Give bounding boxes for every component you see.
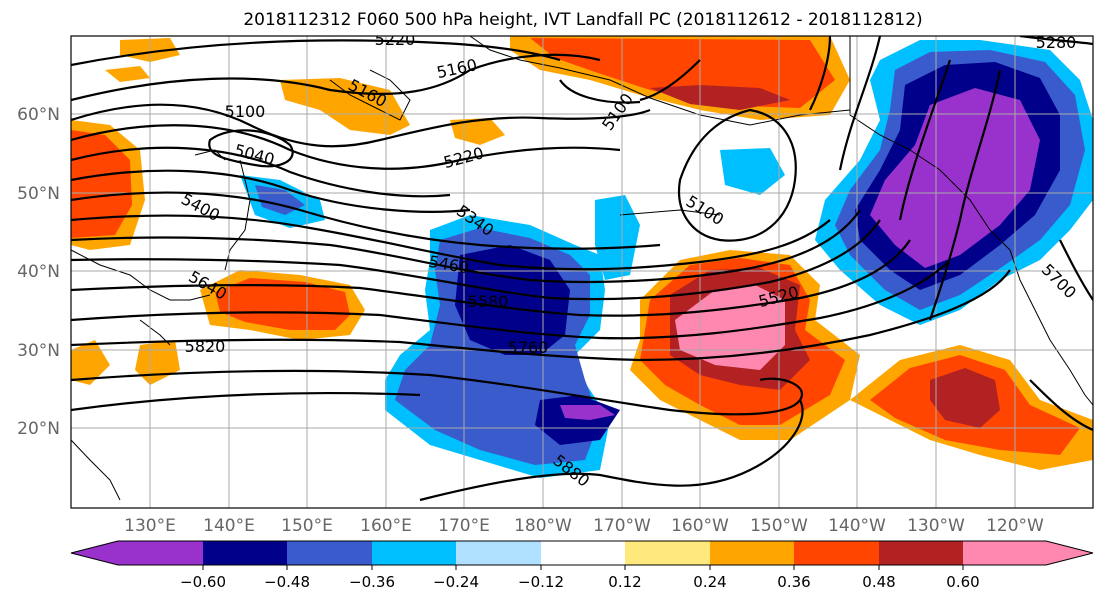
colorbar-segment [71, 541, 118, 565]
colorbar-tick-label: 0.36 [777, 573, 810, 591]
lon-label: 160°E [360, 516, 412, 536]
height-contours [71, 36, 1093, 502]
colorbar-segment [287, 541, 372, 565]
colorbar-segment [1046, 541, 1093, 565]
longitude-labels: 130°E 140°E 150°E 160°E 170°E 180°W 170°… [124, 516, 1044, 536]
lon-label: 150°W [750, 516, 808, 536]
colorbar-ticks [202, 565, 964, 570]
map-frame [70, 35, 1094, 509]
contour-label: 5580 [468, 292, 509, 311]
colorbar-tick-label: −0.24 [433, 573, 479, 591]
colorbar-segment [203, 541, 287, 565]
lon-label: 150°E [281, 516, 333, 536]
colorbar-tick-label: 0.48 [862, 573, 895, 591]
colorbar-outline [70, 540, 1094, 566]
contour-label: 5760 [508, 338, 549, 357]
gridlines [71, 36, 1093, 508]
lat-label: 60°N [17, 105, 60, 125]
latitude-labels: 60°N 50°N 40°N 30°N 20°N [17, 105, 60, 439]
colorbar-tick-label: −0.48 [264, 573, 310, 591]
lon-label: 170°E [438, 516, 490, 536]
colorbar-segment [710, 541, 794, 565]
lon-label: 160°W [671, 516, 729, 536]
lat-label: 40°N [17, 262, 60, 282]
colorbar-segment [541, 541, 625, 565]
lon-label: 130°W [907, 516, 965, 536]
colorbar-tick-label: −0.12 [518, 573, 564, 591]
colorbar: −0.60 −0.48 −0.36 −0.24 −0.12 0.12 0.24 … [70, 540, 1094, 591]
colorbar-segment [456, 541, 541, 565]
lon-label: 130°E [124, 516, 176, 536]
map-panel: 5220 5160 5100 5160 5040 5220 5100 5100 … [71, 30, 1093, 508]
contour-label: 5220 [375, 30, 416, 49]
colorbar-tick-label: 0.24 [693, 573, 726, 591]
colorbar-tick-label: 0.12 [608, 573, 641, 591]
colorbar-segment [963, 541, 1046, 565]
contour-label: 5820 [185, 337, 226, 356]
lat-label: 50°N [17, 184, 60, 204]
colorbar-segment [879, 541, 963, 565]
lon-label: 120°W [986, 516, 1044, 536]
colorbar-segment [118, 541, 203, 565]
lon-label: 140°W [828, 516, 886, 536]
lon-label: 170°W [593, 516, 651, 536]
contour-label: 5280 [1036, 33, 1077, 52]
colorbar-tick-label: 0.60 [946, 573, 979, 591]
colorbar-segment [372, 541, 456, 565]
colorbar-segment [794, 541, 879, 565]
contour-label: 5100 [225, 102, 266, 121]
colorbar-segment [625, 541, 710, 565]
lon-label: 180°W [514, 516, 572, 536]
lat-label: 30°N [17, 341, 60, 361]
colorbar-tick-label: −0.36 [349, 573, 395, 591]
figure-title: 2018112312 F060 500 hPa height, IVT Land… [243, 10, 922, 30]
lat-label: 20°N [17, 419, 60, 439]
lon-label: 140°E [203, 516, 255, 536]
colorbar-tick-label: −0.60 [180, 573, 226, 591]
